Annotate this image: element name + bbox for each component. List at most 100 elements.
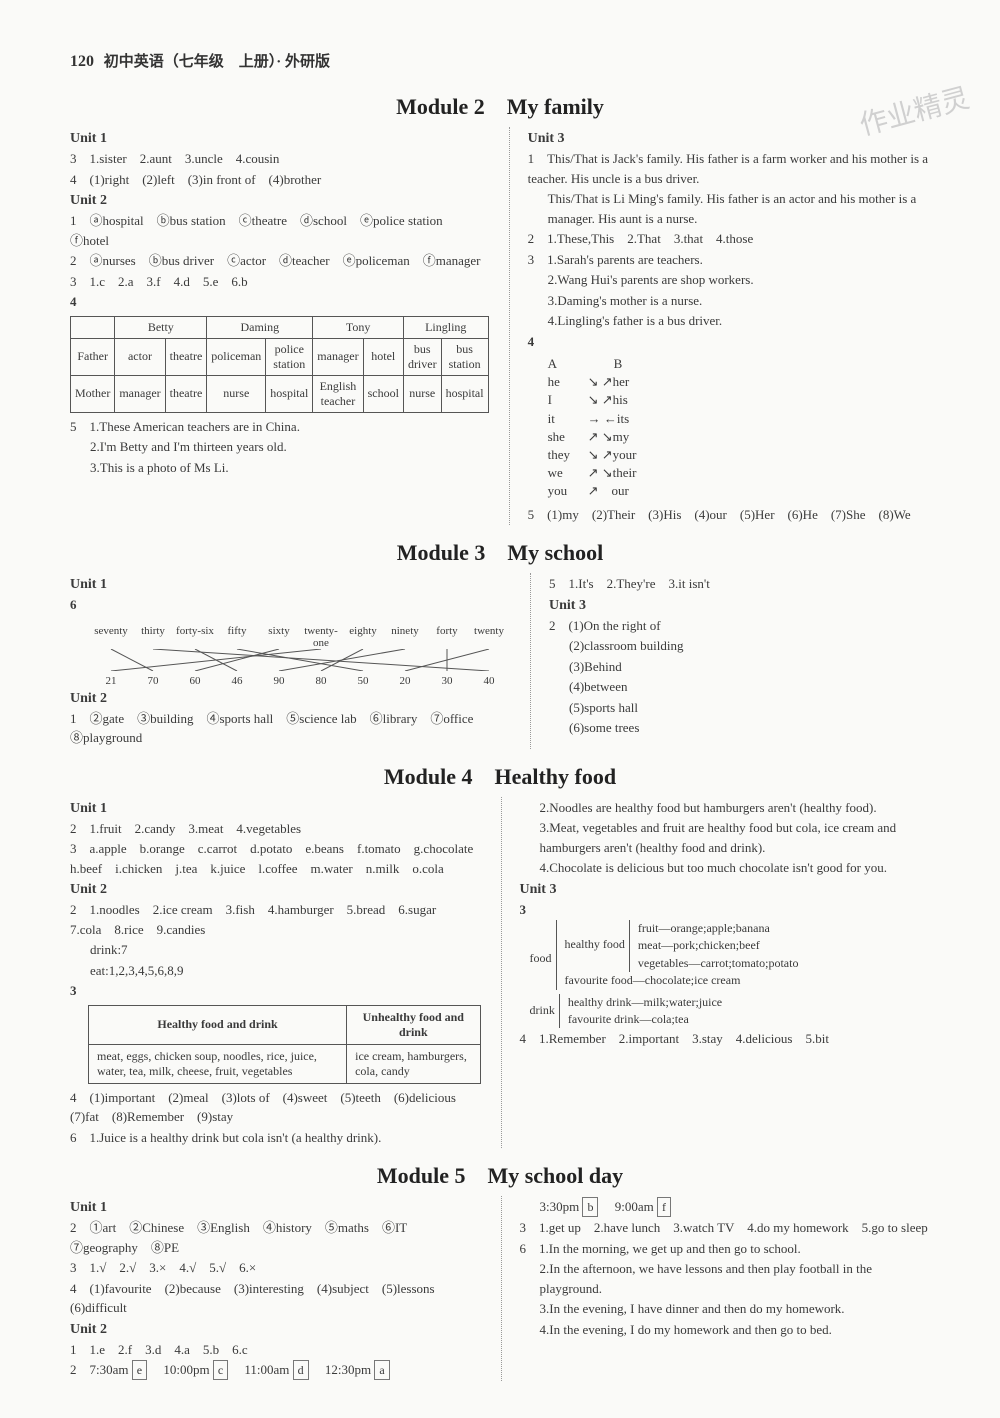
nb6: 50 — [342, 675, 384, 687]
cell: manager — [115, 375, 165, 412]
m2-u3-q2: 2 1.These,This 2.That 3.that 4.those — [528, 229, 930, 249]
nb0: 21 — [90, 675, 132, 687]
m5-q3: 3 1.√ 2.√ 3.× 4.√ 5.√ 6.× — [70, 1258, 481, 1278]
tree-fruit: fruit—orange;apple;banana — [638, 920, 799, 937]
family-table: Betty Daming Tony Lingling Father actor … — [70, 316, 489, 413]
cell: police station — [266, 338, 313, 375]
nb5: 80 — [300, 675, 342, 687]
page-header: 120 初中英语（七年级 上册）· 外研版 — [70, 50, 930, 71]
map-l3: she — [548, 428, 588, 446]
m4-u3-q3-label: 3 — [520, 900, 931, 920]
table-header: Healthy food and drink Unhealthy food an… — [89, 1005, 481, 1044]
nt6: eighty — [342, 625, 384, 649]
tree-healthy: healthy food — [565, 936, 625, 972]
nt5: twenty-one — [300, 625, 342, 649]
nt0: seventy — [90, 625, 132, 649]
m5-r-q2: 3:30pm b 9:00am f — [540, 1197, 931, 1217]
cell: hospital — [441, 375, 488, 412]
cell: English teacher — [313, 375, 363, 412]
m4-u2-q2c: eat:1,2,3,4,5,6,8,9 — [90, 961, 481, 981]
m5-u2-q2: 2 7:30am e 10:00pm c 11:00am d 12:30pm a — [70, 1360, 481, 1380]
number-matching: seventy thirty forty-six fifty sixty twe… — [90, 625, 510, 687]
m3-unit2: Unit 2 — [70, 691, 510, 707]
cell: school — [363, 375, 403, 412]
cell: Mother — [71, 375, 115, 412]
m4-r-q3: 3.Meat, vegetables and fruit are healthy… — [540, 818, 931, 857]
module4-left: Unit 1 2 1.fruit 2.candy 3.meat 4.vegeta… — [70, 797, 481, 1149]
m2-u2-q1: 1 ⓐhospital ⓑbus station ⓒtheatre ⓓschoo… — [70, 211, 489, 250]
m3-u3-q2-6: (6)some trees — [569, 718, 930, 738]
cell: bus driver — [403, 338, 441, 375]
box-b: b — [582, 1197, 598, 1217]
cell: policeman — [207, 338, 266, 375]
cell: hospital — [266, 375, 313, 412]
nt4: sixty — [258, 625, 300, 649]
table-row: meat, eggs, chicken soup, noodles, rice,… — [89, 1044, 481, 1083]
map-l5: we — [548, 464, 588, 482]
module4-right: 2.Noodles are healthy food but hamburger… — [501, 797, 931, 1149]
m5-q4: 4 (1)favourite (2)because (3)interesting… — [70, 1279, 481, 1318]
t3: 11:00am — [231, 1362, 292, 1377]
m2-u2-q3: 3 1.c 2.a 3.f 4.d 5.e 6.b — [70, 272, 489, 292]
ft-c1: meat, eggs, chicken soup, noodles, rice,… — [89, 1044, 347, 1083]
pronoun-mapping: A B he↘ ↗her I↘ ↗his it→ ←its she↗ ↘my t… — [548, 355, 930, 501]
module2-columns: Unit 1 3 1.sister 2.aunt 3.uncle 4.cousi… — [70, 127, 930, 525]
m3-q5: 5 1.It's 2.They're 3.it isn't — [549, 574, 930, 594]
module5-left: Unit 1 2 ①art ②Chinese ③English ④history… — [70, 1196, 481, 1381]
map-r2: its — [617, 411, 629, 426]
m4-q3: 3 a.apple b.orange c.carrot d.potato e.b… — [70, 839, 481, 878]
map-head-b: B — [614, 356, 623, 371]
m5-r-q6-2: 2.In the afternoon, we have lessons and … — [540, 1259, 931, 1298]
nb2: 60 — [174, 675, 216, 687]
m3-u3-q2-1: 2 (1)On the right of — [549, 616, 930, 636]
th-daming: Daming — [207, 316, 313, 338]
cell: nurse — [403, 375, 441, 412]
module3-right: 5 1.It's 2.They're 3.it isn't Unit 3 2 (… — [530, 573, 930, 749]
th-betty: Betty — [115, 316, 207, 338]
map-l6: you — [548, 482, 588, 500]
module2-right: Unit 3 1 This/That is Jack's family. His… — [509, 127, 930, 525]
m2-unit1: Unit 1 — [70, 131, 489, 147]
m2-u2-q4-label: 4 — [70, 292, 489, 312]
m2-u3-q3-3: 3.Daming's mother is a nurse. — [548, 291, 930, 311]
cell: manager — [313, 338, 363, 375]
m5-unit1: Unit 1 — [70, 1200, 481, 1216]
ft-h1: Healthy food and drink — [89, 1005, 347, 1044]
m5-r-q3: 3 1.get up 2.have lunch 3.watch TV 4.do … — [520, 1218, 931, 1238]
nt8: forty — [426, 625, 468, 649]
module4-title: Module 4 Healthy food — [70, 759, 930, 791]
nt2: forty-six — [174, 625, 216, 649]
table-row: Father actor theatre policeman police st… — [71, 338, 489, 375]
m4-u3-q3-num: 3 — [520, 900, 536, 920]
module5-columns: Unit 1 2 ①art ②Chinese ③English ④history… — [70, 1196, 930, 1381]
m3-u3-q2-3: (3)Behind — [569, 657, 930, 677]
m2-u3-q1b: This/That is Li Ming's family. His fathe… — [548, 189, 930, 228]
m2-q5-2: 2.I'm Betty and I'm thirteen years old. — [90, 437, 489, 457]
cell: actor — [115, 338, 165, 375]
cell: nurse — [207, 375, 266, 412]
m4-r-q4: 4.Chocolate is delicious but too much ch… — [540, 858, 931, 878]
nt3: fifty — [216, 625, 258, 649]
page-number: 120 — [70, 53, 94, 70]
m3-u3-q2-5: (5)sports hall — [569, 698, 930, 718]
map-l0: he — [548, 373, 588, 391]
cell: theatre — [165, 338, 207, 375]
box-c: c — [213, 1360, 228, 1380]
th0 — [71, 316, 115, 338]
m4-q4: 4 (1)important (2)meal (3)lots of (4)swe… — [70, 1088, 481, 1127]
m5-q2: 2 ①art ②Chinese ③English ④history ⑤maths… — [70, 1218, 481, 1257]
m2-u3-q3-2: 2.Wang Hui's parents are shop workers. — [548, 270, 930, 290]
nb3: 46 — [216, 675, 258, 687]
nt9: twenty — [468, 625, 510, 649]
m2-u3-q3-1: 3 1.Sarah's parents are teachers. — [528, 250, 930, 270]
m2-q4: 4 (1)right (2)left (3)in front of (4)bro… — [70, 170, 489, 190]
cell: theatre — [165, 375, 207, 412]
table-header: Betty Daming Tony Lingling — [71, 316, 489, 338]
m5-r-q6-3: 3.In the evening, I have dinner and then… — [540, 1299, 931, 1319]
tree-fav-drink: favourite drink—cola;tea — [568, 1011, 722, 1028]
m5-unit2: Unit 2 — [70, 1322, 481, 1338]
map-l1: I — [548, 391, 588, 409]
m4-q3-num: 3 — [70, 981, 86, 1001]
map-l4: they — [548, 446, 588, 464]
m3-q6-num: 6 — [70, 595, 86, 615]
